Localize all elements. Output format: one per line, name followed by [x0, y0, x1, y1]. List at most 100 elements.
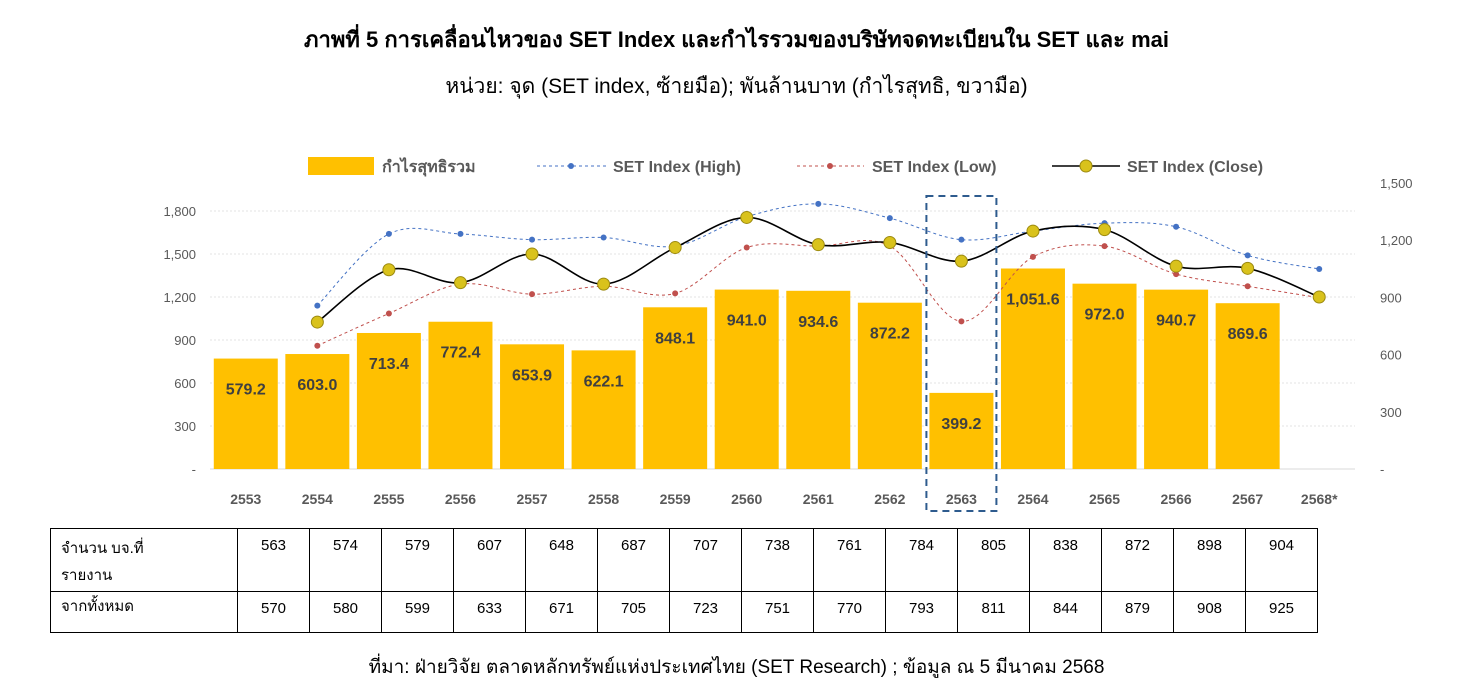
x-tick-label: 2555 — [373, 491, 404, 507]
chart-title: ภาพที่ 5 การเคลื่อนไหวของ SET Index และก… — [304, 27, 1169, 52]
bar-2554 — [285, 354, 350, 469]
close-point — [1098, 223, 1112, 237]
table-cell: 648 — [525, 528, 598, 592]
legend-label: SET Index (High) — [613, 159, 741, 176]
x-tick-label: 2553 — [230, 491, 261, 507]
table-cell: 607 — [453, 528, 526, 592]
close-point — [382, 263, 396, 277]
low-point — [958, 318, 965, 325]
table-cell: 925 — [1245, 591, 1318, 633]
bar-data-label: 653.9 — [512, 367, 552, 384]
table-cell: 570 — [237, 591, 310, 633]
table-cell: 879 — [1101, 591, 1174, 633]
right-tick-label: - — [1380, 462, 1384, 477]
source-note: ที่มา: ฝ่ายวิจัย ตลาดหลักทรัพย์แห่งประเท… — [368, 657, 1105, 678]
left-tick-label: 600 — [174, 376, 196, 391]
bar-data-label: 934.6 — [798, 314, 838, 331]
bar-data-label: 941.0 — [727, 313, 767, 330]
high-point — [1173, 223, 1180, 230]
close-point — [954, 254, 968, 268]
bar-data-label: 940.7 — [1156, 313, 1196, 330]
x-tick-label: 2563 — [946, 491, 977, 507]
low-point — [1244, 283, 1251, 290]
high-point — [600, 234, 607, 241]
bar-2565 — [1072, 283, 1137, 469]
bar-2563 — [929, 392, 994, 469]
bar-2567 — [1215, 303, 1280, 469]
bar-2559 — [643, 307, 708, 469]
close-point — [1169, 259, 1183, 273]
bar-2566 — [1144, 289, 1209, 469]
bar-2557 — [500, 344, 565, 469]
right-tick-label: 300 — [1380, 405, 1402, 420]
table-cell: 671 — [525, 591, 598, 633]
legend-marker — [827, 163, 833, 169]
legend-marker — [568, 163, 574, 169]
close-point — [883, 236, 897, 250]
table-cell: 563 — [237, 528, 310, 592]
x-tick-label: 2554 — [302, 491, 333, 507]
highlight-box — [925, 195, 998, 512]
x-tick-label: 2558 — [588, 491, 619, 507]
table-cell: 738 — [741, 528, 814, 592]
series-line-3 — [316, 216, 1320, 323]
table-cell: 761 — [813, 528, 886, 592]
table-cell: 844 — [1029, 591, 1102, 633]
bar-2556 — [428, 321, 493, 469]
table-cell: 770 — [813, 591, 886, 633]
row-label-line-1: จำนวน บจ.ที่ — [61, 540, 144, 557]
low-point — [529, 291, 536, 298]
row-label-total: จากทั้งหมด — [50, 591, 238, 633]
bar-data-label: 713.4 — [369, 356, 409, 373]
left-tick-label: 300 — [174, 419, 196, 434]
high-point — [1244, 252, 1251, 259]
left-tick-label: 1,500 — [163, 247, 196, 262]
table-cell: 811 — [957, 591, 1030, 633]
chart-subtitle: หน่วย: จุด (SET index, ซ้ายมือ); พันล้าน… — [445, 75, 1028, 98]
high-point — [1316, 266, 1323, 273]
x-tick-label: 2560 — [731, 491, 762, 507]
left-tick-label: 1,800 — [163, 204, 196, 219]
table-cell: 872 — [1101, 528, 1174, 592]
x-tick-label: 2567 — [1232, 491, 1263, 507]
x-tick-label: 2557 — [516, 491, 547, 507]
low-point — [743, 244, 750, 251]
x-tick-label: 2565 — [1089, 491, 1120, 507]
left-tick-label: - — [192, 462, 196, 477]
close-point — [668, 241, 682, 255]
right-tick-label: 900 — [1380, 290, 1402, 305]
table-cell: 633 — [453, 591, 526, 633]
close-point — [811, 238, 825, 252]
legend-label: กำไรสุทธิรวม — [382, 157, 476, 177]
high-point — [314, 302, 321, 309]
row-label-line-2: รายงาน — [61, 567, 113, 584]
bar-2564 — [1000, 268, 1065, 469]
row-label-reporting: จำนวน บจ.ที่ รายงาน — [50, 528, 238, 592]
bar-data-label: 399.2 — [941, 416, 981, 433]
bar-data-label: 972.0 — [1085, 307, 1125, 324]
bar-2562 — [857, 302, 922, 469]
left-tick-label: 1,200 — [163, 290, 196, 305]
x-tick-label: 2559 — [660, 491, 691, 507]
table-cell: 838 — [1029, 528, 1102, 592]
right-tick-label: 600 — [1380, 348, 1402, 363]
high-point — [457, 230, 464, 237]
low-point — [672, 290, 679, 297]
close-point — [1312, 290, 1326, 304]
low-point — [314, 342, 321, 349]
table-cell: 898 — [1173, 528, 1246, 592]
bar-data-label: 622.1 — [584, 373, 624, 390]
table-cell: 705 — [597, 591, 670, 633]
bar-2555 — [356, 332, 421, 469]
close-point — [597, 277, 611, 291]
table-cell: 904 — [1245, 528, 1318, 592]
high-point — [815, 200, 822, 207]
bar-data-label: 1,051.6 — [1006, 291, 1059, 308]
legend-swatch-bar — [308, 157, 374, 175]
table-row-reporting: จำนวน บจ.ที่ รายงาน 563 574 579 607 648 687 70… — [50, 528, 1318, 592]
table-cell: 599 — [381, 591, 454, 633]
close-point — [740, 210, 754, 224]
table-cell: 723 — [669, 591, 742, 633]
x-tick-label: 2562 — [874, 491, 905, 507]
bar-data-label: 772.4 — [440, 345, 480, 362]
